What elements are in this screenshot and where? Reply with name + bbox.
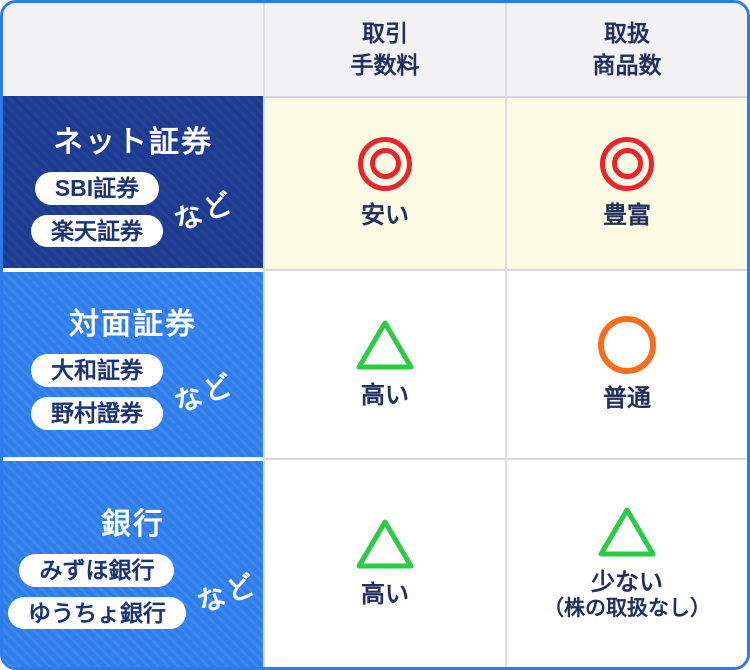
etc-suffix: など [170, 368, 239, 419]
example-pill: 楽天証券 [30, 214, 163, 248]
rating-label-main: 少ない [591, 568, 663, 596]
etc-suffix: など [170, 185, 239, 237]
cell-net-fee: 安い [263, 96, 505, 269]
rating-label: 高い [361, 382, 409, 409]
cell-face-products: 普通 [505, 269, 747, 458]
etc-suffix: など [193, 567, 262, 619]
header-blank-cell [3, 3, 263, 96]
row-label-net-securities: ネット証券 SBI証券 楽天証券 など [3, 96, 263, 268]
rating-label: 豊富 [603, 201, 651, 229]
row-label-banks: 銀行 みずほ銀行 ゆうちょ銀行 など [3, 461, 263, 667]
triangle-icon [597, 505, 657, 558]
row-title: 銀行 [101, 507, 165, 541]
double-circle-inner [369, 148, 401, 179]
double-circle-icon [358, 136, 412, 191]
header-fee-line2: 手数料 [350, 51, 420, 78]
example-pill: みずほ銀行 [19, 553, 175, 587]
example-pill: 大和証券 [30, 354, 163, 387]
double-circle-inner [611, 148, 643, 179]
header-fee-line1: 取引 [362, 20, 408, 47]
circle-icon [598, 315, 656, 374]
rating-label-sub: （株の取扱なし） [543, 596, 711, 620]
row-title: 対面証券 [69, 308, 197, 342]
example-pill: 野村證券 [30, 397, 163, 430]
triangle-icon [355, 318, 415, 371]
row-examples: みずほ銀行 ゆうちょ銀行 など [7, 553, 262, 630]
rating-label: 高い [361, 581, 409, 608]
row-label-face-to-face-securities: 対面証券 大和証券 野村證券 など [3, 272, 263, 457]
example-pills: 大和証券 野村證券 [30, 354, 163, 430]
example-pill: ゆうちょ銀行 [7, 596, 186, 630]
header-fee-cell: 取引 手数料 [263, 3, 505, 96]
triangle-icon [355, 517, 415, 570]
double-circle-icon [600, 136, 654, 191]
rating-label: 普通 [603, 384, 651, 412]
rating-label: 少ない （株の取扱なし） [543, 568, 711, 622]
row-examples: SBI証券 楽天証券 など [30, 171, 239, 248]
header-products-cell: 取扱 商品数 [505, 3, 747, 96]
rating-label: 安い [361, 201, 409, 229]
header-products-line1: 取扱 [604, 20, 650, 47]
cell-net-products: 豊富 [505, 96, 747, 269]
cell-bank-fee: 高い [263, 458, 505, 667]
cell-face-fee: 高い [263, 269, 505, 458]
cell-bank-products: 少ない （株の取扱なし） [505, 458, 747, 667]
row-title: ネット証券 [53, 125, 213, 159]
row-examples: 大和証券 野村證券 など [30, 354, 239, 430]
example-pills: みずほ銀行 ゆうちょ銀行 [7, 553, 186, 630]
header-products-line2: 商品数 [592, 51, 662, 78]
example-pills: SBI証券 楽天証券 [30, 171, 163, 248]
example-pill: SBI証券 [34, 171, 160, 205]
